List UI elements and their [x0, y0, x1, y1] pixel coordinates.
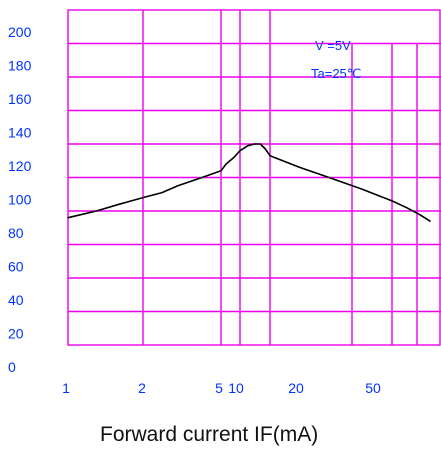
- x-tick-label: 20: [288, 380, 304, 396]
- y-tick-label: 160: [8, 91, 32, 107]
- grid: [67, 9, 441, 346]
- y-tick-label: 180: [8, 58, 32, 74]
- y-tick-label: 40: [8, 292, 24, 308]
- y-tick-labels: 0 20 40 60 80 100 120 140 160 180 200: [8, 24, 32, 375]
- x-tick-label: 10: [228, 380, 244, 396]
- annotation-temperature: Ta=25℃: [311, 66, 361, 81]
- x-axis-label: Forward current IF(mA): [100, 423, 318, 446]
- annotation-voltage: V =5V: [315, 38, 351, 53]
- x-tick-label: 1: [62, 380, 70, 396]
- y-tick-label: 120: [8, 158, 32, 174]
- series-layer: [67, 143, 431, 222]
- y-tick-label: 20: [8, 326, 24, 342]
- y-tick-label: 200: [8, 24, 32, 40]
- x-tick-label: 50: [365, 380, 381, 396]
- y-tick-label: 140: [8, 125, 32, 141]
- x-tick-label: 5: [215, 380, 223, 396]
- series-line: [67, 143, 431, 222]
- y-tick-label: 60: [8, 259, 24, 275]
- x-tick-labels: 1 2 5 10 20 50: [62, 380, 381, 396]
- y-tick-label: 100: [8, 192, 32, 208]
- x-tick-label: 2: [138, 380, 146, 396]
- y-tick-label: 80: [8, 225, 24, 241]
- y-tick-label: 0: [8, 359, 16, 375]
